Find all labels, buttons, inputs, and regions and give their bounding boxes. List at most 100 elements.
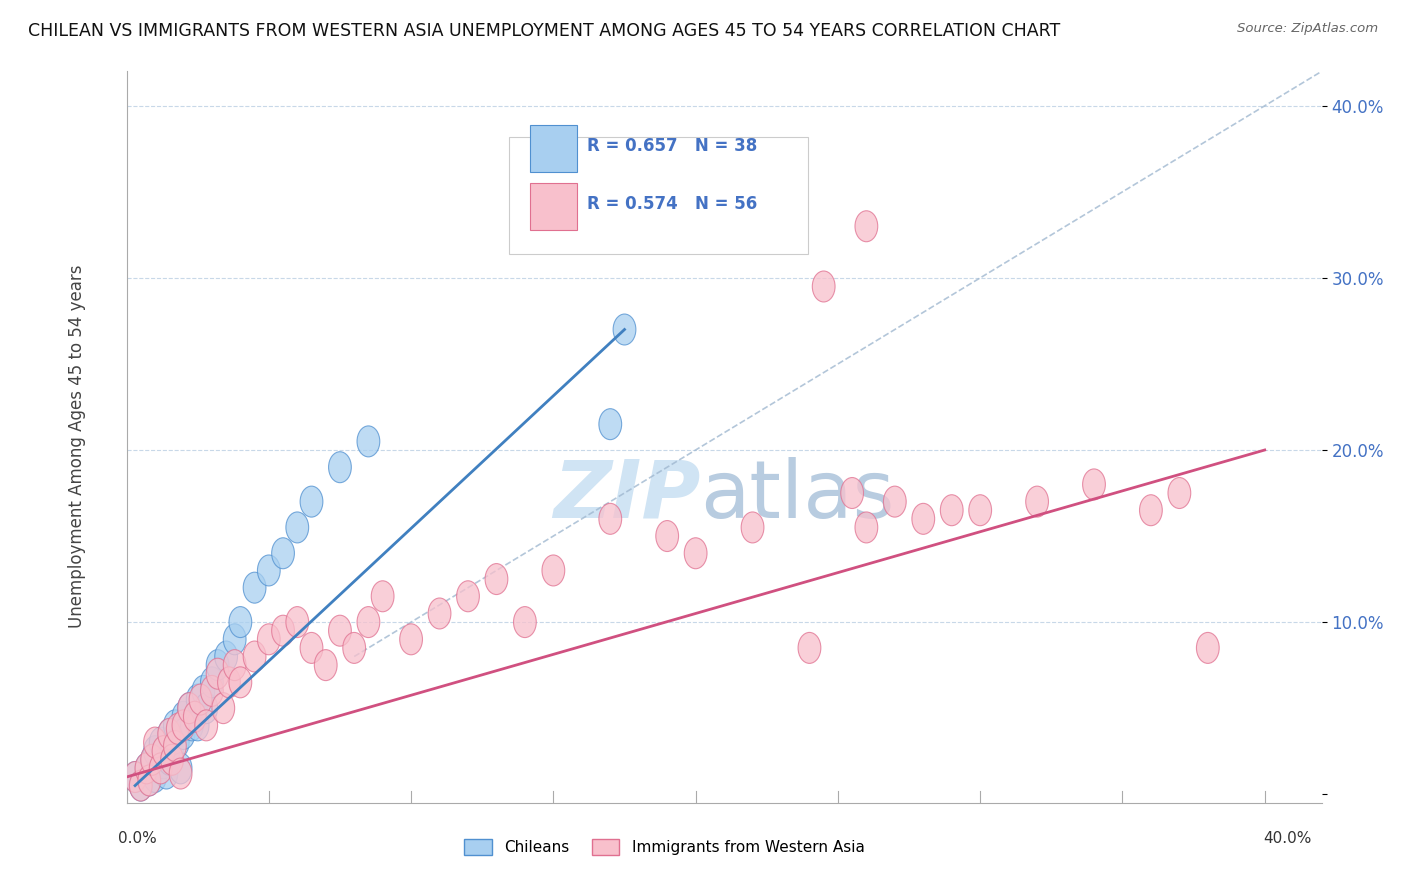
- Ellipse shape: [1083, 469, 1105, 500]
- Ellipse shape: [329, 451, 352, 483]
- Ellipse shape: [1026, 486, 1049, 517]
- Ellipse shape: [169, 753, 193, 784]
- Ellipse shape: [257, 624, 280, 655]
- Ellipse shape: [149, 753, 172, 784]
- Ellipse shape: [138, 765, 160, 796]
- Ellipse shape: [177, 693, 201, 723]
- Ellipse shape: [457, 581, 479, 612]
- Ellipse shape: [135, 753, 157, 784]
- Ellipse shape: [243, 641, 266, 672]
- Ellipse shape: [541, 555, 565, 586]
- Ellipse shape: [186, 684, 209, 715]
- Ellipse shape: [177, 693, 201, 723]
- Ellipse shape: [124, 762, 146, 792]
- Ellipse shape: [129, 770, 152, 801]
- Ellipse shape: [224, 624, 246, 655]
- Ellipse shape: [299, 632, 323, 664]
- Ellipse shape: [599, 409, 621, 440]
- Ellipse shape: [141, 744, 163, 775]
- Ellipse shape: [1197, 632, 1219, 664]
- FancyBboxPatch shape: [509, 137, 807, 254]
- Text: 40.0%: 40.0%: [1264, 831, 1312, 846]
- Ellipse shape: [969, 495, 991, 525]
- Text: R = 0.657   N = 38: R = 0.657 N = 38: [586, 137, 756, 155]
- Ellipse shape: [883, 486, 907, 517]
- Ellipse shape: [163, 731, 186, 762]
- Ellipse shape: [229, 667, 252, 698]
- Ellipse shape: [224, 649, 246, 681]
- Ellipse shape: [357, 607, 380, 638]
- Ellipse shape: [243, 572, 266, 603]
- Ellipse shape: [172, 701, 195, 732]
- Ellipse shape: [485, 564, 508, 595]
- Ellipse shape: [257, 555, 280, 586]
- Ellipse shape: [1139, 495, 1163, 525]
- Text: CHILEAN VS IMMIGRANTS FROM WESTERN ASIA UNEMPLOYMENT AMONG AGES 45 TO 54 YEARS C: CHILEAN VS IMMIGRANTS FROM WESTERN ASIA …: [28, 22, 1060, 40]
- Ellipse shape: [513, 607, 536, 638]
- Ellipse shape: [207, 649, 229, 681]
- Ellipse shape: [180, 710, 204, 741]
- Text: 0.0%: 0.0%: [118, 831, 157, 846]
- Ellipse shape: [152, 736, 174, 766]
- Text: atlas: atlas: [700, 457, 894, 534]
- Ellipse shape: [163, 710, 186, 741]
- Ellipse shape: [190, 684, 212, 715]
- Ellipse shape: [229, 607, 252, 638]
- Ellipse shape: [799, 632, 821, 664]
- Ellipse shape: [152, 747, 174, 779]
- Ellipse shape: [271, 538, 294, 569]
- Ellipse shape: [195, 710, 218, 741]
- Ellipse shape: [157, 718, 180, 749]
- Ellipse shape: [329, 615, 352, 646]
- Ellipse shape: [685, 538, 707, 569]
- Ellipse shape: [599, 503, 621, 534]
- Ellipse shape: [285, 512, 309, 543]
- Ellipse shape: [201, 667, 224, 698]
- Ellipse shape: [160, 744, 183, 775]
- Text: ZIP: ZIP: [553, 457, 700, 534]
- Text: R = 0.574   N = 56: R = 0.574 N = 56: [586, 195, 756, 213]
- Ellipse shape: [429, 598, 451, 629]
- Ellipse shape: [299, 486, 323, 517]
- Ellipse shape: [166, 714, 190, 744]
- Ellipse shape: [143, 762, 166, 792]
- Ellipse shape: [212, 693, 235, 723]
- Ellipse shape: [135, 753, 157, 784]
- Ellipse shape: [813, 271, 835, 302]
- Ellipse shape: [143, 736, 166, 766]
- Ellipse shape: [1168, 477, 1191, 508]
- Ellipse shape: [371, 581, 394, 612]
- Ellipse shape: [613, 314, 636, 345]
- Ellipse shape: [172, 718, 195, 749]
- Ellipse shape: [166, 727, 190, 758]
- Ellipse shape: [855, 211, 877, 242]
- FancyBboxPatch shape: [530, 125, 576, 171]
- Ellipse shape: [129, 770, 152, 801]
- Ellipse shape: [841, 477, 863, 508]
- Ellipse shape: [124, 762, 146, 792]
- Ellipse shape: [655, 521, 679, 551]
- Ellipse shape: [315, 649, 337, 681]
- Ellipse shape: [172, 710, 195, 741]
- Ellipse shape: [186, 710, 209, 741]
- Ellipse shape: [207, 658, 229, 690]
- Ellipse shape: [941, 495, 963, 525]
- Ellipse shape: [183, 701, 207, 732]
- Legend: Chileans, Immigrants from Western Asia: Chileans, Immigrants from Western Asia: [458, 833, 870, 861]
- Ellipse shape: [143, 727, 166, 758]
- FancyBboxPatch shape: [530, 183, 576, 230]
- Ellipse shape: [271, 615, 294, 646]
- Ellipse shape: [357, 425, 380, 457]
- Text: Source: ZipAtlas.com: Source: ZipAtlas.com: [1237, 22, 1378, 36]
- Ellipse shape: [201, 675, 224, 706]
- Ellipse shape: [157, 718, 180, 749]
- Ellipse shape: [138, 765, 160, 796]
- Ellipse shape: [193, 675, 215, 706]
- Ellipse shape: [285, 607, 309, 638]
- Ellipse shape: [149, 727, 172, 758]
- Text: Unemployment Among Ages 45 to 54 years: Unemployment Among Ages 45 to 54 years: [69, 264, 86, 628]
- Ellipse shape: [912, 503, 935, 534]
- Ellipse shape: [399, 624, 422, 655]
- Ellipse shape: [195, 693, 218, 723]
- Ellipse shape: [215, 641, 238, 672]
